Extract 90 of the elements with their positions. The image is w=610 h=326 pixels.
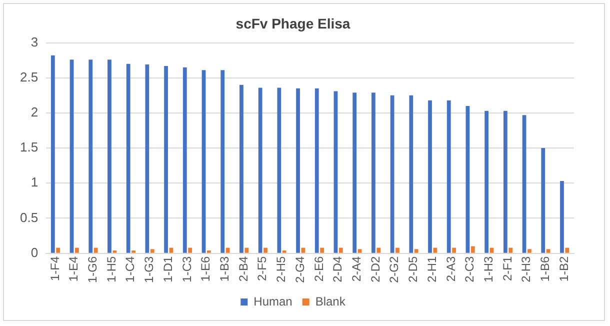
bar: [541, 148, 546, 253]
bar: [428, 100, 432, 253]
bar: [182, 67, 187, 253]
legend-label: Blank: [315, 294, 346, 308]
x-tick-label: 2-D2: [368, 256, 382, 282]
x-tick-label: 2-G2: [387, 256, 402, 284]
bar: [277, 88, 282, 253]
bar: [314, 88, 319, 253]
legend-label: Human: [254, 294, 292, 308]
y-tick-label: 3: [30, 34, 38, 50]
bar: [296, 88, 300, 253]
bar: [452, 248, 456, 253]
bar: [490, 248, 494, 253]
bar: [75, 248, 79, 253]
bar: [414, 249, 418, 253]
x-tick-label: 2-B4: [236, 256, 250, 282]
x-tick-label: 1-H3: [481, 256, 496, 282]
x-tick-label: 1-C4: [123, 256, 138, 282]
bar: [446, 100, 451, 253]
x-tick-label: 2-A4: [349, 256, 364, 282]
bar: [70, 60, 74, 253]
bar: [301, 248, 306, 253]
bar: [338, 248, 343, 253]
bar: [164, 66, 168, 253]
bar: [371, 92, 376, 253]
bar: [188, 248, 192, 253]
bar: [508, 248, 513, 253]
bar: [376, 248, 381, 253]
bar: [50, 55, 55, 253]
bar: [396, 248, 400, 253]
bar: [565, 248, 570, 253]
x-tick-label: 1-B6: [538, 256, 552, 282]
bar: [56, 248, 60, 253]
bar: [150, 249, 154, 253]
x-tick-label: 2-H3: [519, 256, 534, 282]
x-tick-label: 1-E4: [66, 256, 81, 282]
bar: [202, 70, 206, 253]
y-tick-label: 0.5: [20, 210, 38, 225]
x-tick-label: 2-D5: [406, 256, 420, 282]
x-tick-label: 1-F4: [48, 256, 62, 282]
y-tick-label: 1.5: [20, 140, 38, 155]
bar: [409, 95, 414, 253]
bar: [334, 91, 338, 253]
bar: [169, 248, 174, 253]
bar: [560, 181, 564, 253]
bar: [244, 248, 249, 253]
bar: [145, 64, 150, 253]
y-tick-label: 2.5: [20, 69, 38, 84]
y-tick-label: 2: [30, 104, 38, 120]
x-tick-label: 1-B3: [218, 256, 232, 282]
bar: [94, 248, 98, 253]
x-tick-label: 2-H1: [424, 256, 439, 282]
bar: [258, 88, 262, 253]
x-tick-label: 1-C3: [180, 256, 194, 282]
bar: [88, 60, 93, 253]
bar: [108, 60, 112, 253]
bar: [484, 110, 489, 253]
x-tick-label: 1-H5: [104, 256, 118, 282]
x-tick-label: 2-H5: [274, 256, 288, 282]
x-tick-label: 1-B2: [556, 256, 571, 282]
bar: [522, 115, 526, 253]
bar: [390, 95, 394, 253]
bar: [358, 249, 362, 253]
x-tick-label: 2-C3: [462, 256, 477, 282]
x-tick-label: 2-F1: [500, 256, 514, 282]
y-tick-label: 1: [30, 174, 38, 190]
x-tick-label: 1-G3: [142, 256, 156, 284]
bar: [126, 64, 130, 253]
x-tick-label: 2-D4: [330, 256, 345, 282]
bar: [466, 106, 470, 253]
bar: [433, 248, 438, 253]
x-tick-label: 2-G4: [292, 256, 307, 284]
x-tick-label: 2-A3: [444, 256, 458, 282]
bar: [546, 249, 550, 253]
x-tick-label: 1-G6: [86, 256, 100, 284]
x-tick-label: 1-D1: [160, 256, 175, 282]
bar: [240, 84, 244, 253]
bar: [528, 249, 532, 253]
bar: [226, 248, 230, 253]
bar: [220, 70, 225, 253]
x-tick-label: 2-E6: [312, 256, 326, 282]
chart-title: scFv Phage Elisa: [236, 15, 350, 32]
bar: [320, 248, 324, 253]
bar: [264, 248, 268, 253]
bar: [503, 110, 508, 253]
x-tick-label: 2-F5: [255, 256, 270, 282]
bar: [470, 246, 475, 253]
y-tick-label: 0: [30, 244, 38, 260]
x-tick-label: 1-E6: [198, 256, 213, 282]
bar: [352, 92, 357, 253]
